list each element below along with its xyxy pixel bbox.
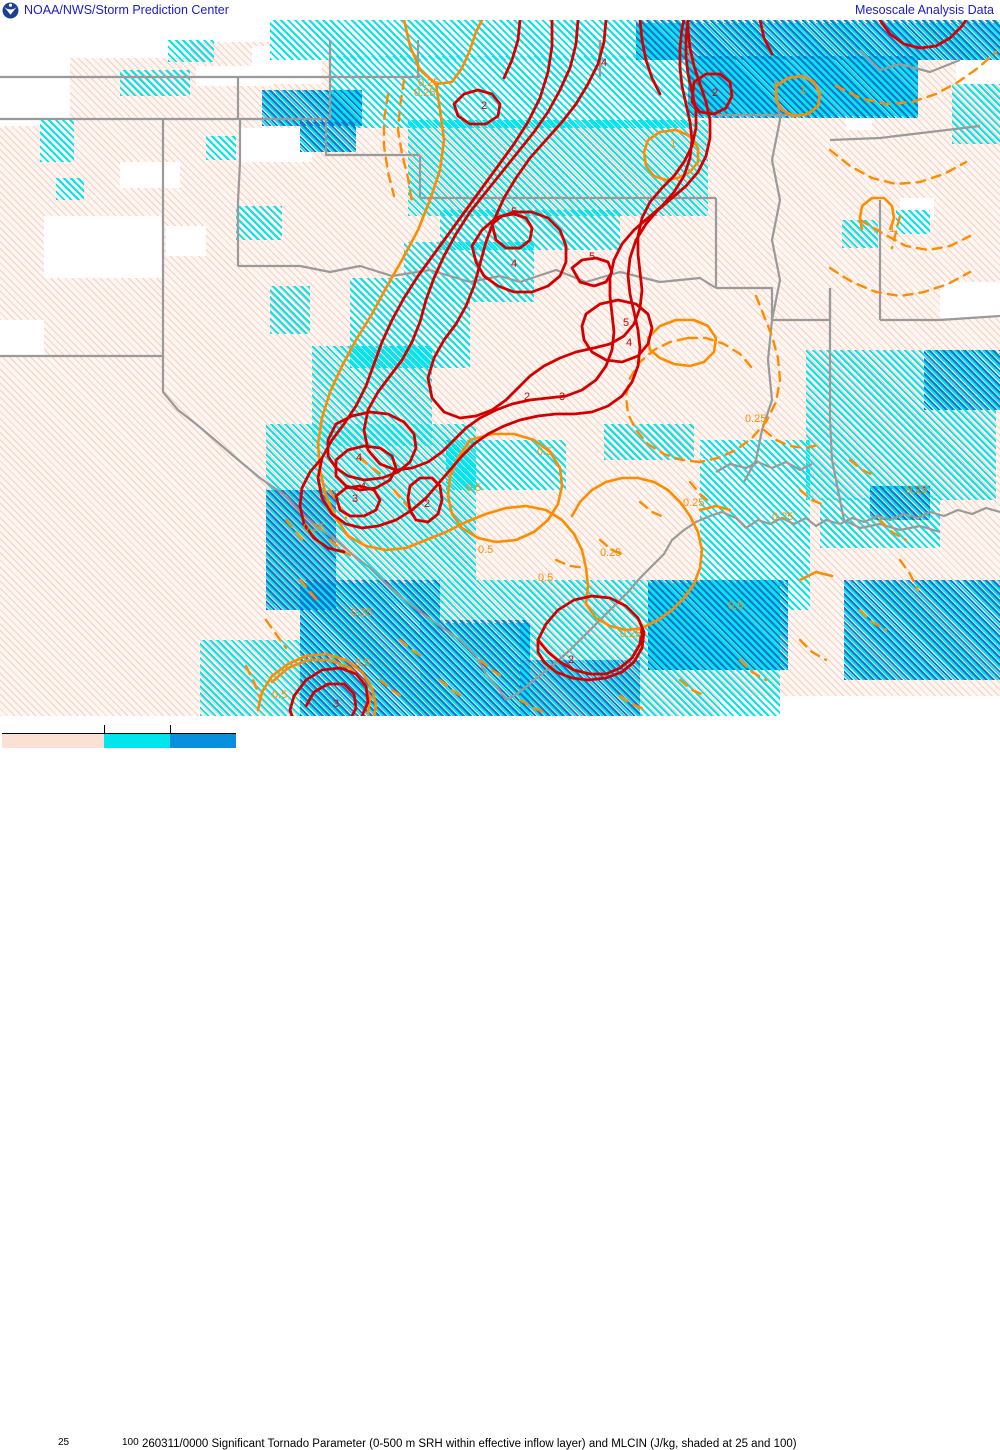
contour-label: 0.5 (728, 600, 744, 612)
colorbar-swatch-100 (170, 734, 236, 748)
contour-label: 0.5 (272, 689, 288, 701)
contour-label: 3 (352, 493, 359, 505)
contour-label: 1 (800, 84, 807, 96)
contour-label: 2 (568, 654, 575, 666)
contour-label: 0.25 (414, 87, 436, 99)
contour-labels-layer: 0.25 0.25 2 2 1 1 4 5 4 5 5 4 1 3 2 0.5 4 4 3 2 0.5 0.25 0.5 0.… (0, 20, 1000, 716)
contour-label: 4 (626, 337, 633, 349)
red-contours-layer (288, 20, 968, 716)
contour-label: 4 (601, 57, 608, 69)
contour-label: 2 (481, 100, 488, 112)
page-title: NOAA/NWS/Storm Prediction Center (24, 3, 229, 17)
contour-label: 4 (511, 258, 518, 270)
contour-label: 0.25 (906, 484, 928, 496)
contour-label: 2 (424, 498, 431, 510)
contour-label: 3 (333, 698, 340, 710)
contour-label: 0.5 (478, 544, 494, 556)
map-canvas[interactable]: 0.25 0.25 2 2 1 1 4 5 4 5 5 4 1 3 2 0.5 4 4 3 2 0.5 0.25 0.5 0.… (0, 20, 1000, 716)
contour-label: 4 (360, 481, 367, 493)
orange-contours-layer (244, 20, 998, 716)
map-caption: 260311/0000 Significant Tornado Paramete… (142, 1438, 797, 1450)
colorbar-label-100: 100 (122, 1437, 139, 1448)
contour-label: 2 (712, 87, 719, 99)
geography-layer (0, 40, 1000, 701)
dataset-title: Mesoscale Analysis Data (855, 3, 994, 17)
contour-label: 0.25 (418, 77, 440, 89)
contour-label: 0.5 (538, 572, 554, 584)
mlcin-100-shading-layer (0, 20, 1000, 716)
unshaded-patches-layer (0, 20, 1000, 716)
contour-label: 0.25 (351, 607, 373, 619)
contour-label: 5 (623, 317, 630, 329)
contour-label: 0.5 (466, 482, 482, 494)
contour-label: 3 (559, 391, 566, 403)
header-left: NOAA/NWS/Storm Prediction Center (2, 0, 229, 20)
contour-label: 4 (356, 452, 363, 464)
colorbar-swatch-25 (104, 734, 170, 748)
contour-label: 0.25 (745, 413, 767, 425)
noaa-logo-icon (2, 2, 19, 19)
contour-label: 1 (889, 223, 896, 235)
contour-label: 0.25 (303, 522, 325, 534)
page-header: NOAA/NWS/Storm Prediction Center Mesosca… (0, 0, 1000, 20)
contour-label: 5 (589, 251, 596, 263)
colorbar-axis-line (2, 733, 236, 734)
contour-label: 0.5 (537, 446, 553, 458)
contour-label: 2 (524, 391, 531, 403)
page-footer: 25 100 260311/0000 Significant Tornado P… (0, 716, 1000, 1450)
contour-label: 0.25 (683, 497, 705, 509)
colorbar-tick-25 (104, 725, 105, 734)
contour-label: 0.25 (620, 628, 642, 640)
mlcin-colorbar (2, 734, 236, 748)
contour-label: 1 (670, 138, 677, 150)
contour-label: 0.25 (772, 511, 794, 523)
contour-label: 0.25 (600, 547, 622, 559)
colorbar-tick-100 (170, 725, 171, 734)
contour-label: 5 (511, 206, 518, 218)
colorbar-swatch-below25 (2, 734, 104, 748)
colorbar-label-25: 25 (58, 1437, 70, 1448)
contour-label: 0.5 (355, 657, 371, 669)
